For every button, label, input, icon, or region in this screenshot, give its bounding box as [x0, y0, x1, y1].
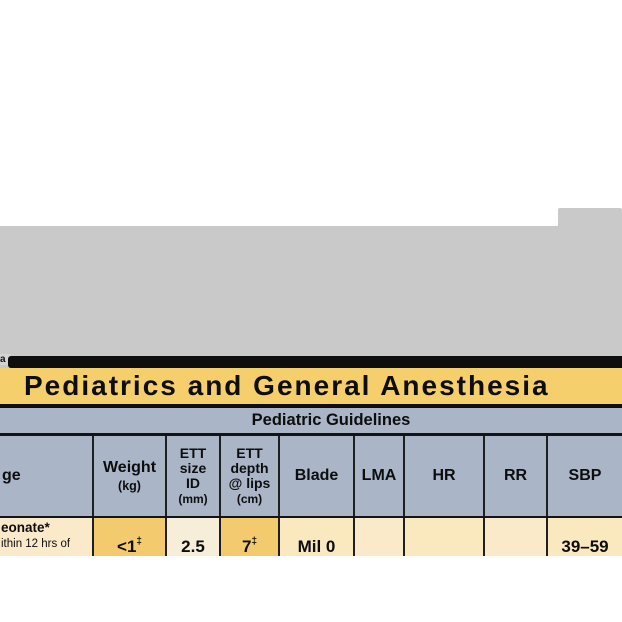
header-ett-size-unit: (mm) — [178, 492, 208, 506]
header-ett-depth-line3: @ lips — [228, 475, 271, 491]
header-ett-depth-line2: depth — [230, 460, 269, 476]
header-ett-depth-unit: (cm) — [236, 492, 263, 506]
header-weight-label: Weight — [102, 459, 157, 476]
left-edge-artifact: a — [0, 354, 11, 365]
section-title: Pediatric Guidelines — [251, 411, 411, 429]
table-header-row: ge Weight (kg) ETT size ID (mm) ETT dept… — [0, 436, 622, 518]
cell-age-neonate: eonate* ithin 12 hrs of — [0, 518, 92, 556]
top-black-bar — [8, 356, 622, 368]
cell-rr — [483, 518, 546, 556]
ett-depth-value: 7 — [241, 537, 252, 556]
cell-blade: Mil 0 — [278, 518, 353, 556]
card-back-notch — [558, 208, 622, 228]
weight-footnote-mark: ‡ — [136, 536, 142, 548]
header-cell-ett-size: ETT size ID (mm) — [165, 436, 219, 516]
header-cell-rr: RR — [483, 436, 546, 516]
cell-ett-size: 2.5 — [165, 518, 219, 556]
card-title-banner: Pediatrics and General Anesthesia — [0, 368, 622, 408]
header-ett-size-line3: ID — [186, 475, 200, 491]
header-cell-lma: LMA — [353, 436, 403, 516]
cell-hr — [403, 518, 483, 556]
weight-value: <1 — [117, 537, 137, 556]
cell-lma — [353, 518, 403, 556]
card-title: Pediatrics and General Anesthesia — [24, 370, 550, 401]
header-ett-size-line1: ETT — [179, 445, 207, 461]
header-cell-ett-depth: ETT depth @ lips (cm) — [219, 436, 278, 516]
header-ett-size-line2: size — [179, 460, 207, 476]
left-edge-artifact-glyph: a — [0, 354, 6, 365]
header-cell-hr: HR — [403, 436, 483, 516]
cell-ett-depth: 7‡ — [219, 518, 278, 556]
card-back-panel — [0, 226, 622, 368]
cell-age-line1: eonate* — [1, 520, 50, 535]
cell-sbp: 39–59 — [546, 518, 622, 556]
cell-weight: <1‡ — [92, 518, 165, 556]
ett-depth-footnote-mark: ‡ — [251, 536, 258, 548]
header-ett-depth-line1: ETT — [236, 445, 263, 461]
section-band: Pediatric Guidelines — [0, 408, 622, 436]
header-cell-blade: Blade — [278, 436, 353, 516]
cell-age-line2: ithin 12 hrs of — [1, 538, 71, 550]
table-row-neonate: eonate* ithin 12 hrs of <1‡ 2.5 7‡ Mil 0… — [0, 518, 622, 556]
header-cell-weight: Weight (kg) — [92, 436, 165, 516]
header-cell-age: ge — [2, 467, 21, 484]
header-cell-sbp: SBP — [546, 436, 622, 516]
header-weight-unit: (kg) — [118, 479, 141, 493]
